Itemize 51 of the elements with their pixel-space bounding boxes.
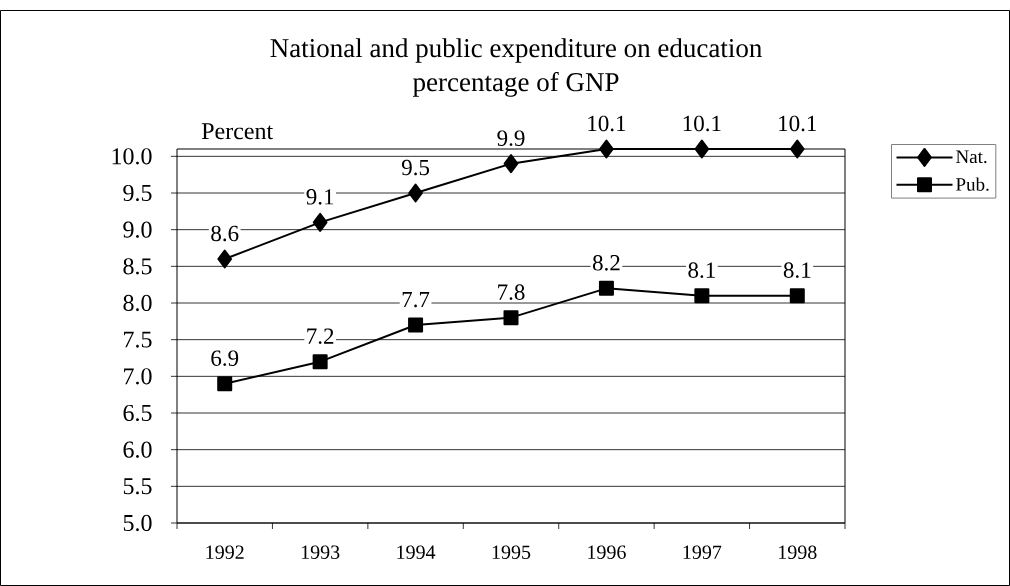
point <box>694 288 710 304</box>
y-tick-label: 5.5 <box>123 478 152 495</box>
data-label: 9.1 <box>306 189 334 205</box>
x-tick-label: 1995 <box>492 545 531 559</box>
data-label: 6.9 <box>211 350 239 366</box>
legend-label: Nat. <box>956 150 987 164</box>
point <box>408 183 423 203</box>
x-tick-label: 1996 <box>588 545 626 559</box>
x-tick-label: 1997 <box>683 545 722 559</box>
data-label: 8.6 <box>211 225 239 242</box>
data-label: 8.2 <box>592 255 620 271</box>
y-tick-label: 8.5 <box>123 258 152 275</box>
x-tick-label: 1994 <box>397 545 436 559</box>
chart-subtitle: percentage of GNP <box>412 71 619 97</box>
data-label: 8.1 <box>688 262 715 278</box>
chart-title: National and public expenditure on education <box>270 38 762 63</box>
y-tick-label: 9.0 <box>123 221 152 238</box>
point <box>789 288 805 304</box>
data-label: 10.1 <box>683 115 721 132</box>
point <box>789 139 805 159</box>
y-tick-label: 6.0 <box>123 441 152 458</box>
data-label: 7.7 <box>402 291 430 308</box>
x-tick-label: 1993 <box>301 545 340 559</box>
point <box>694 139 710 159</box>
y-tick-label: 9.5 <box>123 184 152 202</box>
point <box>312 212 328 232</box>
point <box>408 317 424 333</box>
data-label: 8.1 <box>783 262 811 278</box>
data-label: 10.1 <box>588 115 626 132</box>
point <box>503 310 519 326</box>
data-label: 7.2 <box>307 328 334 344</box>
point <box>217 376 233 392</box>
y-tick-label: 6.5 <box>123 404 152 422</box>
point <box>217 249 233 269</box>
point <box>312 354 328 370</box>
y-tick-label: 5.0 <box>123 514 152 532</box>
data-label: 9.9 <box>497 130 525 146</box>
y-tick-label: 10.0 <box>112 148 152 165</box>
data-label: 7.8 <box>498 284 525 300</box>
y-tick-label: 7.5 <box>124 331 152 348</box>
point <box>599 139 614 159</box>
x-tick-label: 1992 <box>206 545 244 559</box>
data-label: 9.5 <box>401 159 430 176</box>
point <box>598 280 614 296</box>
data-label: 10.1 <box>779 115 817 132</box>
legend-label: Pub. <box>956 177 989 191</box>
x-tick-label: 1998 <box>779 545 817 560</box>
y-tick-label: 8.0 <box>123 294 152 312</box>
y-axis-title: Percent <box>201 123 274 140</box>
y-tick-label: 7.0 <box>124 368 152 385</box>
point <box>503 154 519 174</box>
